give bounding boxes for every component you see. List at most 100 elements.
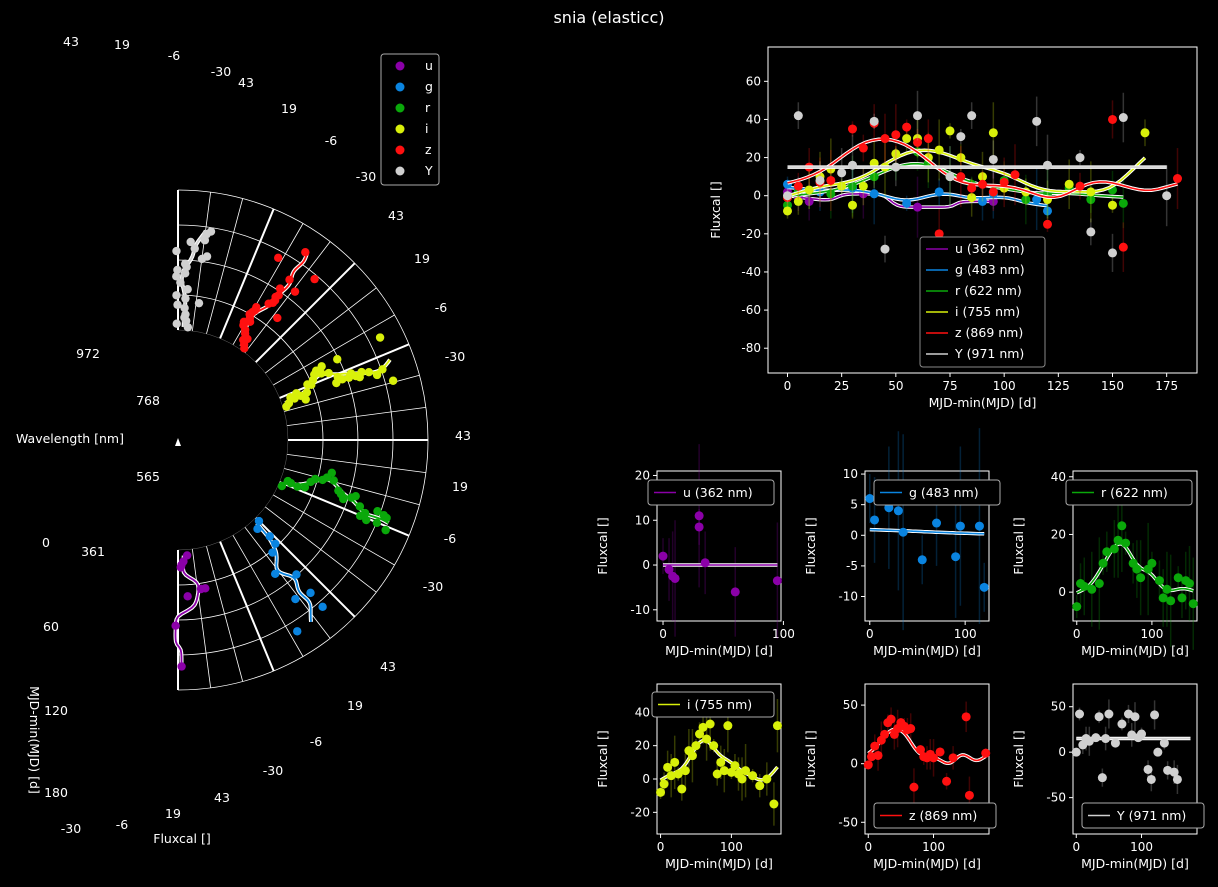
combined-point-g [1043, 206, 1052, 216]
combined-point-z [978, 179, 987, 189]
combined-ytick-label: -40 [741, 265, 761, 279]
panel-u-ytick-label: 20 [635, 468, 650, 482]
combined-point-z [902, 122, 912, 132]
polar-spoke [206, 198, 244, 334]
polar-flux-tick: -30 [356, 169, 376, 184]
combined-point-r [1118, 198, 1128, 208]
panel-u-xlabel: MJD-min(MJD) [d] [665, 643, 773, 658]
combined-point-Y [848, 160, 857, 170]
polar-flux-tick: 19 [114, 37, 130, 52]
polar-time-label: MJD-min(MJD) [d] [27, 686, 42, 794]
polar-point-u [171, 621, 180, 630]
polar-flux-tick: 19 [414, 251, 430, 266]
combined-point-Y [988, 154, 998, 164]
polar-point-g [253, 524, 262, 534]
panel-Y-point-Y [1075, 709, 1085, 719]
combined-ytick-label: 20 [746, 151, 761, 165]
panel-z-point-z [915, 745, 925, 755]
panel-i-point-i [666, 771, 676, 781]
combined-xtick-label: 150 [1101, 379, 1124, 393]
polar-wavelength-tick: 361 [81, 544, 105, 559]
panel-g-point-g [898, 527, 908, 537]
polar-legend-marker-i [395, 124, 405, 134]
panel-z-ytick-label: 0 [850, 757, 858, 771]
panel-i-point-i [663, 762, 673, 772]
panel-z-point-z [870, 741, 880, 751]
polar-legend-marker-Y [395, 166, 405, 176]
combined-legend-label-Y: Y (971 nm) [954, 346, 1024, 361]
combined-point-u [804, 196, 814, 206]
panel-z-point-z [935, 747, 945, 757]
panel-i-point-i [691, 741, 701, 751]
panel-i-legend-box [651, 691, 775, 718]
panel-g-point-g [932, 518, 942, 528]
panel-z-point-z [873, 750, 883, 760]
combined-point-i [1064, 179, 1074, 189]
polar-point-i [333, 355, 342, 364]
polar-point-i [372, 370, 382, 380]
panel-r-point-r [1072, 602, 1082, 612]
panel-g-legend-label: g (483 nm) [909, 485, 979, 500]
panel-r-point-r [1177, 593, 1187, 603]
combined-point-r [1021, 195, 1031, 205]
polar-point-z [239, 317, 249, 327]
polar-point-Y [173, 265, 182, 275]
panel-r-ytick-label: 20 [1051, 527, 1066, 541]
figure-title: snia (elasticc) [553, 8, 665, 27]
combined-point-Y [891, 162, 901, 172]
polar-legend-label-Y: Y [424, 163, 433, 178]
polar-spoke [244, 527, 331, 639]
combined-point-z [793, 181, 803, 191]
combined-point-z [988, 187, 998, 197]
panel-u-ytick-label: 10 [635, 513, 650, 527]
polar-flux-tick: -6 [325, 133, 338, 148]
panel-r-point-r [1102, 547, 1112, 557]
combined-xtick-label: 125 [1047, 379, 1070, 393]
combined-point-z [967, 183, 977, 193]
panel-z-point-z [964, 790, 974, 800]
panel-z-point-z [863, 760, 873, 770]
combined-point-Y [967, 111, 977, 121]
polar-point-i [378, 365, 387, 374]
polar-spoke [273, 494, 395, 566]
polar-spoke [191, 549, 212, 688]
polar-point-r [373, 507, 382, 516]
polar-point-Y [183, 285, 192, 294]
polar-spoke [287, 453, 426, 474]
panel-g-point-g [979, 582, 989, 592]
polar-point-z [275, 284, 285, 293]
panel-u-legend-label: u (362 nm) [683, 485, 753, 500]
combined-point-i [956, 153, 966, 163]
polar-point-z [273, 313, 282, 323]
combined-point-i [804, 185, 814, 195]
combined-point-z [1108, 114, 1117, 124]
polar-flux-tick: 43 [455, 428, 471, 443]
panel-Y-point-Y [1117, 719, 1127, 729]
polar-point-Y [176, 278, 185, 287]
panel-g-point-g [951, 552, 961, 562]
polar-flux-tick: 19 [452, 479, 468, 494]
polar-point-g [270, 569, 280, 579]
panel-u-point-u [658, 551, 668, 561]
polar-flux-tick: 43 [380, 659, 396, 674]
panel-Y-point-Y [1146, 774, 1156, 784]
panel-z-point-z [880, 729, 890, 739]
polar-point-i [357, 367, 366, 377]
panel-r-point-r [1154, 576, 1164, 586]
polar-flux-tick: -6 [116, 817, 129, 832]
panel-r-ytick-label: 40 [1051, 470, 1066, 484]
panel-u-legend-box [647, 479, 775, 506]
panel-r-legend-box [1065, 479, 1193, 506]
polar-point-r [311, 474, 320, 484]
panel-r-ytick-label: 0 [1058, 585, 1066, 599]
polar-point-z [301, 248, 310, 257]
panel-i-point-i [755, 781, 765, 791]
panel-z-legend-box [873, 802, 997, 829]
panel-r-point-r [1147, 558, 1157, 568]
panel-i-point-i [670, 757, 680, 767]
combined-legend-label-u: u (362 nm) [955, 241, 1025, 256]
polar-point-r [381, 525, 390, 535]
panel-z-point-z [909, 782, 919, 792]
polar-legend-label-g: g [425, 79, 433, 94]
panel-u-point-u [700, 558, 710, 568]
